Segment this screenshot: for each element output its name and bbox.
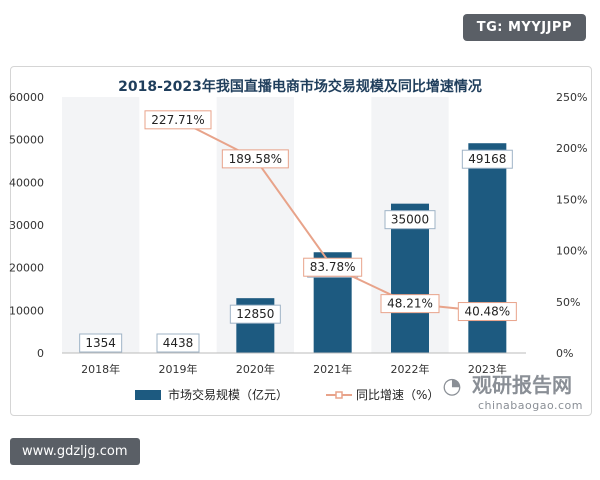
x-tick-label: 2019年 xyxy=(159,362,198,376)
watermark: ◔ 观研报告网 chinabaogao.com xyxy=(442,373,583,412)
y-tick-label: 30000 xyxy=(9,219,44,232)
bar-label-box xyxy=(461,149,513,169)
y2-tick-label: 150% xyxy=(556,193,587,206)
growth-label-box xyxy=(221,149,289,169)
x-tick-label: 2022年 xyxy=(391,362,430,376)
y2-tick-label: 0% xyxy=(556,347,573,360)
x-tick-label: 2021年 xyxy=(313,362,352,376)
y2-tick-label: 50% xyxy=(556,296,580,309)
y2-tick-label: 100% xyxy=(556,245,587,258)
website-badge: www.gdzljg.com xyxy=(10,438,140,465)
growth-value-label: 227.71% xyxy=(151,113,204,127)
growth-value-label: 189.58% xyxy=(229,152,282,166)
growth-value-label: 40.48% xyxy=(464,305,510,319)
growth-label-box xyxy=(303,257,363,277)
y-tick-label: 40000 xyxy=(9,176,44,189)
growth-label-box xyxy=(144,110,212,130)
bar-value-label: 12850 xyxy=(236,307,274,321)
y2-tick-label: 200% xyxy=(556,142,587,155)
y-tick-label: 60000 xyxy=(9,91,44,104)
telegram-badge: TG: MYYJJPP xyxy=(462,14,586,41)
growth-value-label: 83.78% xyxy=(310,260,356,274)
bar-label-box xyxy=(229,304,281,324)
watermark-logo-icon: ◔ xyxy=(442,374,461,399)
plot-band xyxy=(62,97,140,353)
bar-value-label: 1354 xyxy=(85,336,116,350)
bar-value-label: 4438 xyxy=(163,336,194,350)
watermark-name: 观研报告网 xyxy=(472,373,572,397)
bar-value-label: 49168 xyxy=(468,152,506,166)
growth-label-box xyxy=(457,302,517,322)
x-tick-label: 2018年 xyxy=(81,362,120,376)
bar-value-label: 35000 xyxy=(391,213,429,227)
bar-label-box xyxy=(156,333,200,353)
legend-line-marker xyxy=(335,391,343,399)
x-tick-label: 2020年 xyxy=(236,362,275,376)
legend-line-label: 同比增速（%） xyxy=(356,388,439,402)
y-tick-label: 0 xyxy=(37,347,44,360)
legend-bar-label: 市场交易规模（亿元） xyxy=(168,387,288,402)
chart-title: 2018-2023年我国直播电商市场交易规模及同比增速情况 xyxy=(118,78,482,95)
y-tick-label: 10000 xyxy=(9,304,44,317)
growth-value-label: 48.21% xyxy=(387,297,433,311)
bar-label-box xyxy=(384,210,436,230)
bar-label-box xyxy=(79,333,123,353)
growth-label-box xyxy=(380,294,440,314)
legend-bar-swatch xyxy=(135,390,161,400)
y-tick-label: 20000 xyxy=(9,262,44,275)
y-tick-label: 50000 xyxy=(9,134,44,147)
bar xyxy=(468,143,507,353)
x-tick-label: 2023年 xyxy=(468,362,507,376)
y2-tick-label: 250% xyxy=(556,91,587,104)
watermark-url: chinabaogao.com xyxy=(478,399,583,412)
